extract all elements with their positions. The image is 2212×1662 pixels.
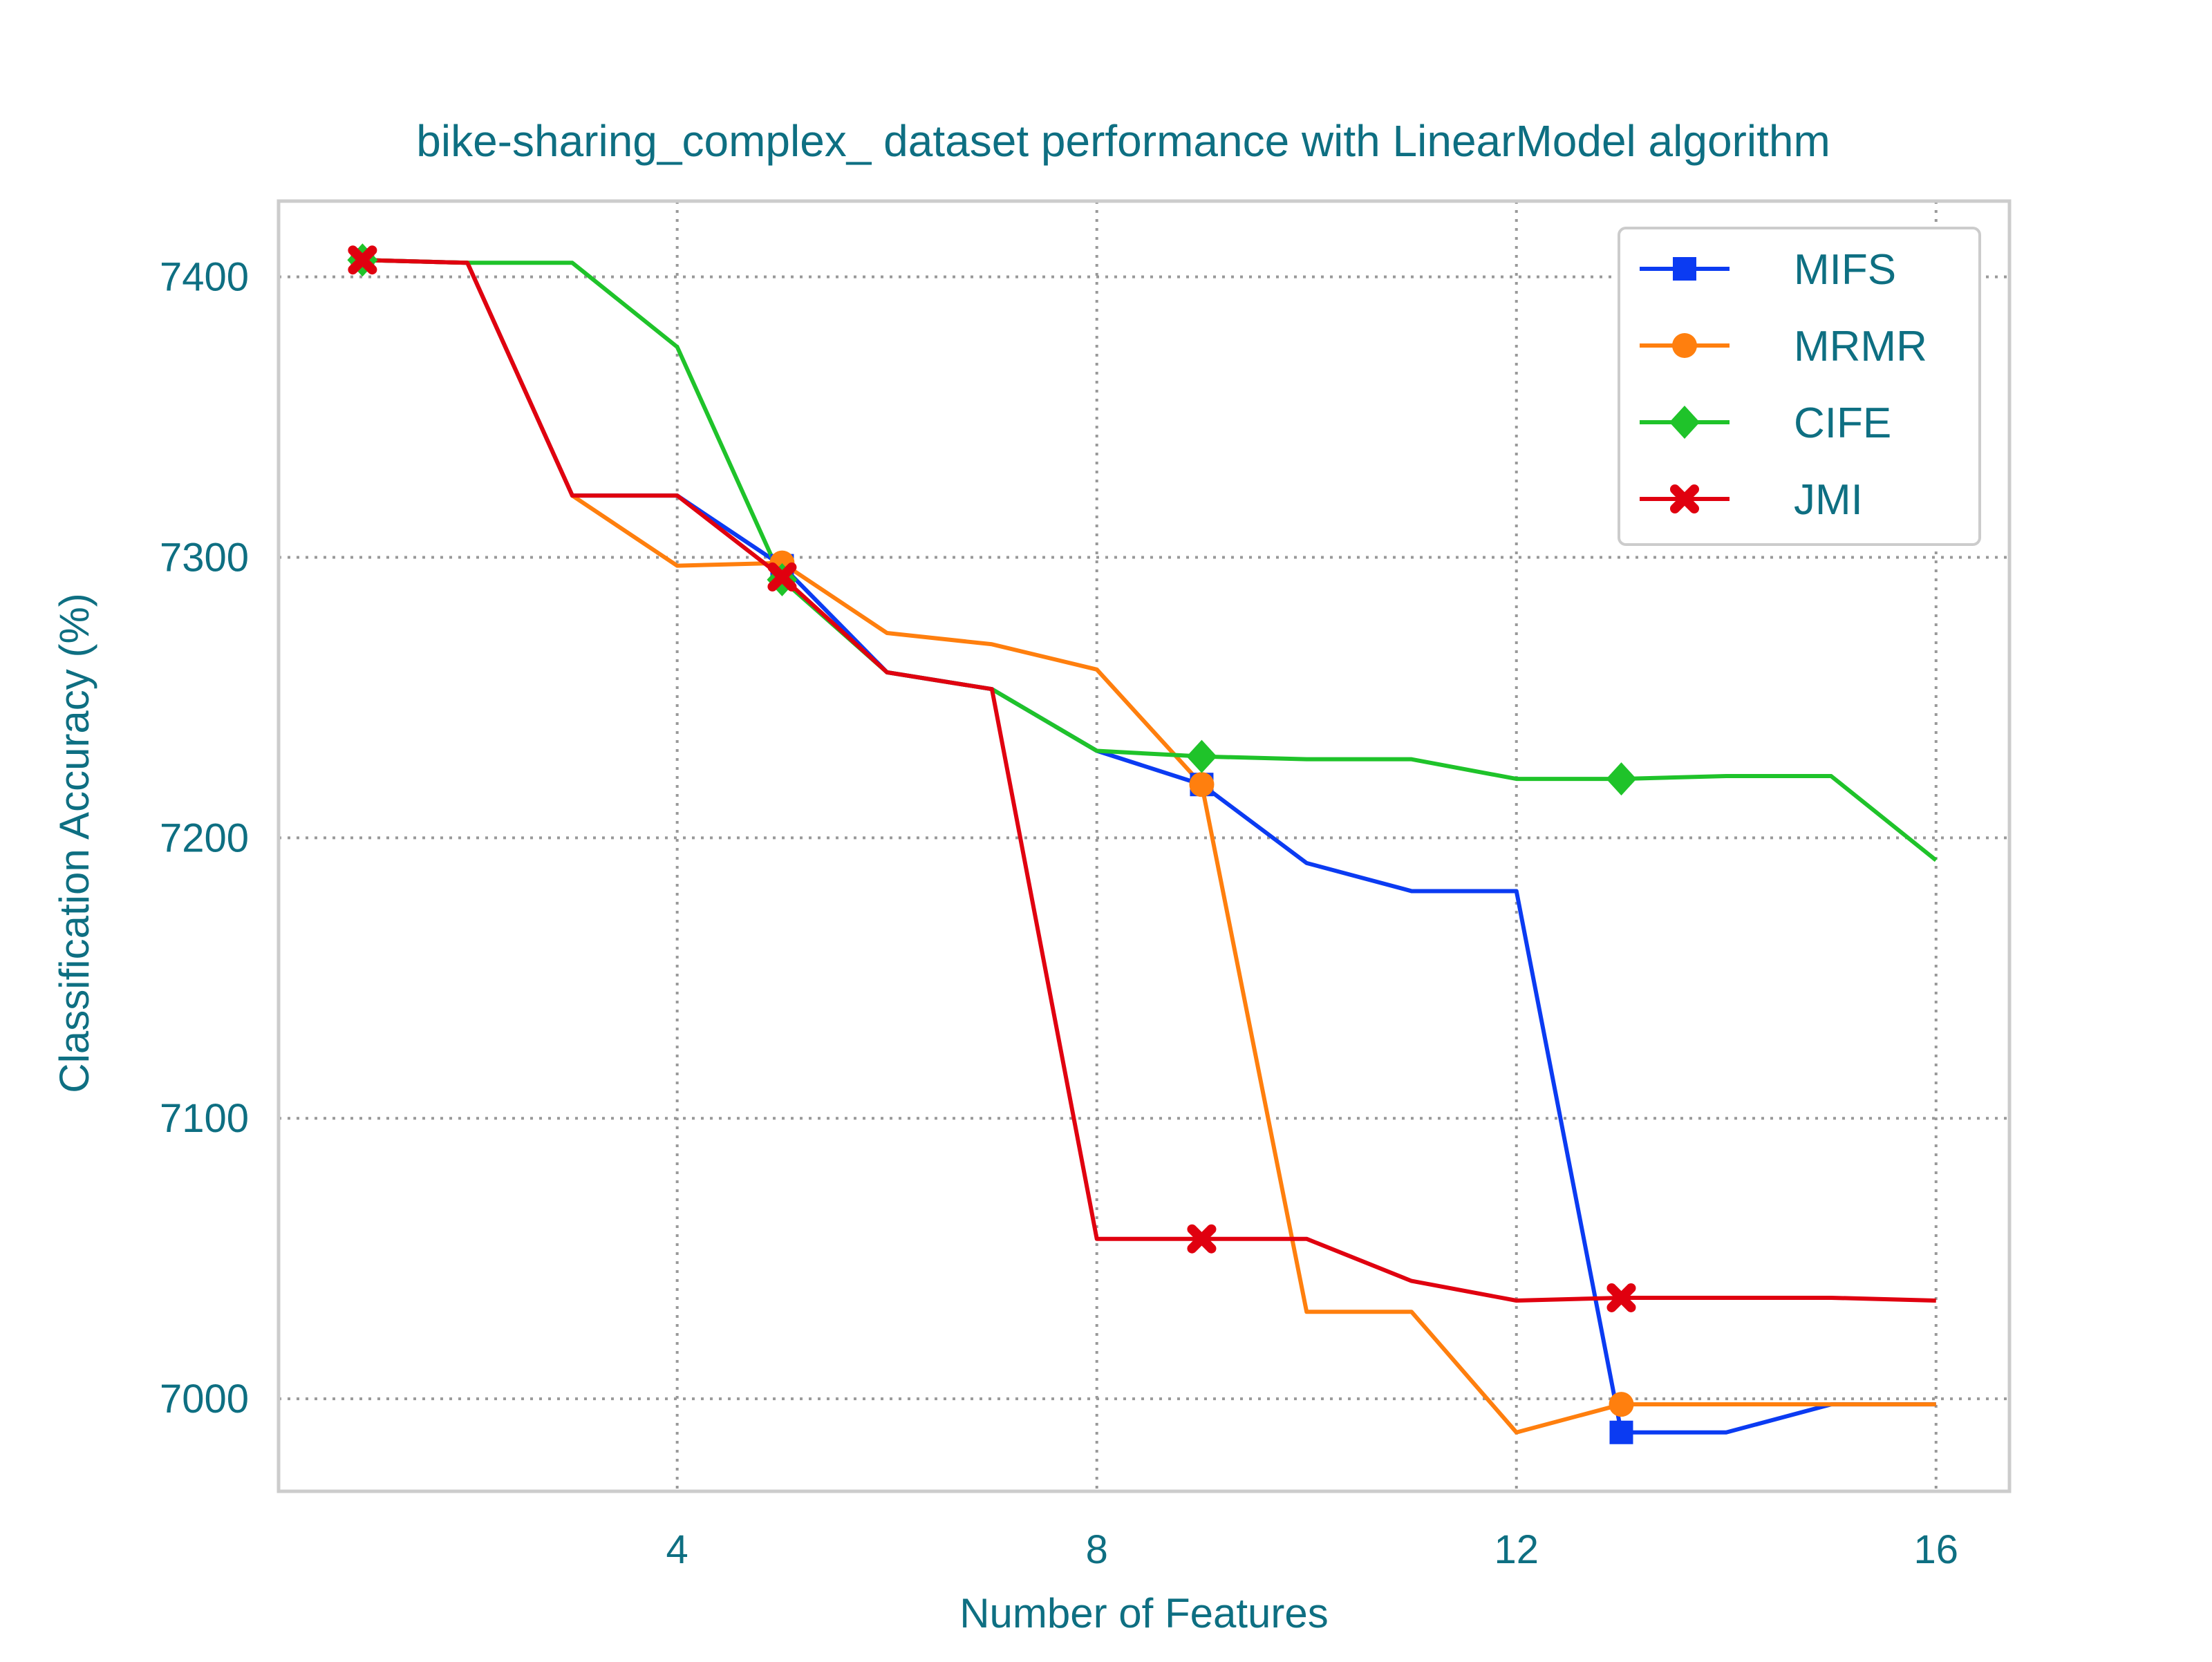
data-point-jmi (767, 562, 797, 592)
data-point-jmi (1187, 1224, 1217, 1254)
x-tick-label: 4 (666, 1527, 688, 1572)
data-point-cife (1606, 762, 1637, 796)
y-tick-label: 7100 (160, 1096, 249, 1141)
y-tick-label: 7400 (160, 255, 249, 300)
legend-label-mrmr: MRMR (1794, 323, 1927, 370)
chart-title: bike-sharing_complex_ dataset performanc… (416, 116, 1830, 166)
legend: MIFS MRMR CIFE JMI (1618, 227, 1981, 546)
data-point-jmi (1606, 1283, 1636, 1312)
legend-marker-mrmr (1672, 333, 1697, 358)
legend-box (1618, 227, 1981, 546)
legend-label-jmi: JMI (1794, 476, 1863, 524)
legend-marker-jmi (1670, 484, 1699, 513)
data-point-jmi (348, 245, 377, 275)
grid-lines (279, 201, 2009, 1491)
y-axis-label: Classification Accuracy (%) (51, 593, 97, 1093)
legend-entry-mifs: MIFS (1640, 246, 1896, 294)
legend-label-cife: CIFE (1794, 399, 1891, 447)
legend-label-mifs: MIFS (1794, 246, 1896, 294)
data-point-mifs (1609, 1420, 1633, 1444)
data-point-mrmr (1609, 1392, 1634, 1417)
x-tick-label: 16 (1914, 1527, 1959, 1572)
series-line-cife (362, 258, 1938, 862)
x-axis-label: Number of Features (959, 1590, 1329, 1636)
x-tick-label: 8 (1086, 1527, 1108, 1572)
series-line-mrmr (362, 258, 1936, 1435)
legend-entry-jmi: JMI (1640, 476, 1863, 524)
series-markers (347, 243, 1637, 1444)
y-tick-label: 7300 (160, 535, 249, 580)
legend-marker-cife (1669, 406, 1700, 439)
legend-entries: MIFS MRMR CIFE JMI (1640, 246, 1927, 524)
plot-frame (276, 199, 2012, 1493)
legend-entry-mrmr: MRMR (1640, 323, 1927, 370)
y-tick-labels: 7000 7100 7200 7300 7400 (160, 255, 249, 1422)
series-lines (362, 258, 1938, 1435)
series-line-jmi (362, 258, 1936, 1303)
x-tick-label: 12 (1494, 1527, 1539, 1572)
legend-entry-cife: CIFE (1640, 399, 1891, 447)
y-tick-label: 7000 (160, 1377, 249, 1422)
data-point-cife (1186, 739, 1217, 773)
y-tick-label: 7200 (160, 815, 249, 860)
legend-marker-mifs (1673, 257, 1696, 281)
x-tick-labels: 4 8 12 16 (666, 1527, 1958, 1572)
data-point-mrmr (1189, 772, 1215, 797)
